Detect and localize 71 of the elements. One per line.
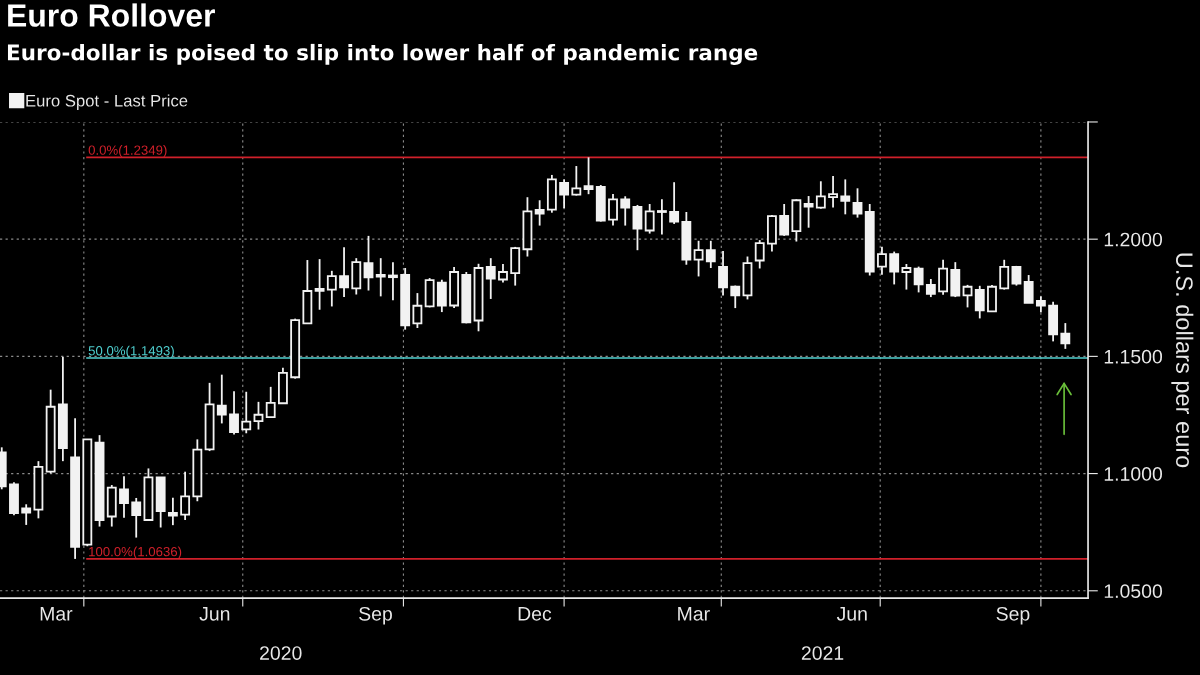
candlestick — [705, 239, 716, 269]
y-tick-label: 1.2000 — [1104, 232, 1163, 247]
y-tick-label: 1.1000 — [1104, 467, 1163, 481]
candlestick — [938, 258, 949, 296]
candlestick — [314, 258, 325, 311]
candlestick — [119, 475, 129, 519]
candlestick — [1023, 274, 1034, 304]
candlestick — [644, 203, 655, 235]
candlestick — [815, 180, 826, 210]
candlestick — [485, 257, 496, 300]
candlestick — [216, 373, 227, 425]
candlestick — [901, 263, 912, 291]
candlestick — [693, 239, 704, 278]
candlestick — [131, 497, 142, 539]
candlestick — [436, 278, 447, 313]
candlestick — [534, 199, 545, 227]
candlestick — [925, 278, 936, 298]
ref-line-label: 50.0%(1.1493) — [88, 345, 174, 359]
candlestick — [583, 156, 594, 196]
candlestick — [559, 178, 570, 210]
candlestick — [852, 187, 863, 219]
candlestick — [339, 246, 349, 298]
candlestick — [375, 257, 386, 298]
ref-line-label: 100.0%(1.0636) — [89, 546, 182, 559]
x-tick-label: Sep — [359, 606, 392, 625]
candlestick — [412, 292, 423, 329]
candlestick — [889, 250, 900, 286]
candlestick — [608, 193, 618, 227]
candlestick — [913, 265, 924, 294]
candlestick — [669, 181, 680, 225]
text: 2020 — [260, 646, 302, 660]
ref-line-label: 0.0%(1.2349) — [88, 145, 167, 158]
candlestick — [656, 198, 667, 236]
candlestick — [754, 239, 765, 270]
candlestick — [840, 178, 851, 216]
y-tick-label: 1.1500 — [1104, 349, 1163, 364]
candlestick — [999, 258, 1010, 291]
candlestick — [363, 234, 374, 292]
x-tick-label: Jun — [836, 607, 867, 621]
chart-title: Euro Rollover — [8, 3, 215, 27]
x-tick-label: Mar — [678, 607, 710, 621]
candlestick — [388, 261, 398, 302]
candlestick — [1060, 322, 1071, 350]
candlestick — [498, 263, 508, 284]
x-tick-label: Sep — [996, 606, 1030, 625]
y-tick-label: 1.0500 — [1104, 584, 1163, 599]
candlestick — [718, 249, 728, 297]
candlestick — [180, 470, 191, 521]
chart-subtitle: Euro-dollar is poised to slip into lower half of pandemic range — [7, 43, 758, 65]
candlestick — [21, 503, 32, 526]
x-tick-label: Jun — [199, 607, 230, 621]
candlestick — [803, 195, 814, 229]
legend-label: Euro Spot - Last Price — [26, 94, 188, 110]
candlestick — [779, 203, 790, 237]
candlestick — [571, 165, 582, 197]
candlestick — [326, 269, 337, 308]
candlestick — [253, 400, 264, 431]
candlestick — [167, 496, 178, 527]
candlestick — [241, 390, 252, 435]
y-axis-title: U.S. dollars per euro — [1171, 253, 1194, 468]
candlestick — [828, 175, 838, 209]
x-tick-label: Dec — [518, 607, 552, 621]
candlestick — [877, 245, 887, 276]
candlestick — [265, 385, 276, 418]
candlestick — [229, 390, 239, 436]
x-tick-label: Mar — [40, 607, 73, 621]
candlestick — [632, 204, 643, 252]
text: 2021 — [801, 646, 844, 660]
candlestick — [620, 195, 631, 227]
candlestick — [962, 283, 973, 309]
candlestick — [974, 284, 985, 320]
